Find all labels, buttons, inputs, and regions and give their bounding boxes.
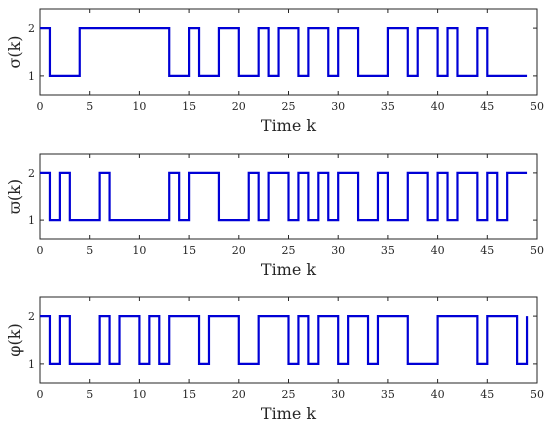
axes-box — [39, 8, 538, 96]
x-tick-label: 30 — [331, 244, 345, 257]
x-tick-label: 10 — [132, 244, 146, 257]
x-tick-label: 20 — [232, 100, 246, 113]
x-tick-label: 35 — [381, 388, 395, 401]
x-tick-label: 45 — [480, 388, 494, 401]
x-tick-label: 25 — [282, 388, 296, 401]
x-tick-label: 45 — [480, 244, 494, 257]
x-tick-label: 25 — [282, 244, 296, 257]
panel-varphi: 0 5 10 15 20 25 30 35 40 45 50 1 2 Time k φ(k) — [5, 296, 544, 423]
x-tick-label: 15 — [182, 388, 196, 401]
x-tick-label: 25 — [282, 100, 296, 113]
x-tick-label: 40 — [431, 100, 445, 113]
x-tick-label: 45 — [480, 100, 494, 113]
series-line — [40, 27, 528, 77]
panel-sigma: 0 5 10 15 20 25 30 35 40 45 50 1 2 Time k σ(k) — [5, 8, 544, 135]
y-tick-label: 2 — [28, 167, 35, 180]
y-tick-label: 1 — [28, 358, 35, 371]
y-tick-label: 2 — [28, 310, 35, 323]
x-tick-label: 0 — [37, 244, 44, 257]
x-tick-label: 35 — [381, 100, 395, 113]
y-tick-label: 1 — [28, 214, 35, 227]
x-tick-label: 50 — [530, 100, 544, 113]
y-axis-label: φ(k) — [5, 323, 24, 356]
y-tick-label: 1 — [28, 70, 35, 83]
x-tick-label: 15 — [182, 244, 196, 257]
x-tick-label: 10 — [132, 388, 146, 401]
x-axis-label: Time k — [261, 116, 317, 135]
y-axis-label: σ(k) — [5, 35, 24, 68]
x-tick-label: 30 — [331, 388, 345, 401]
x-tick-label: 0 — [37, 388, 44, 401]
x-tick-label: 40 — [431, 388, 445, 401]
x-tick-label: 10 — [132, 100, 146, 113]
x-tick-label: 40 — [431, 244, 445, 257]
x-tick-label: 5 — [86, 100, 93, 113]
series-line — [40, 315, 529, 365]
x-tick-label: 35 — [381, 244, 395, 257]
x-tick-label: 5 — [86, 388, 93, 401]
y-tick-label: 2 — [28, 22, 35, 35]
x-axis-label: Time k — [261, 260, 317, 279]
x-tick-label: 15 — [182, 100, 196, 113]
x-tick-label: 20 — [232, 388, 246, 401]
x-tick-label: 50 — [530, 244, 544, 257]
x-tick-label: 50 — [530, 388, 544, 401]
x-axis-label: Time k — [261, 404, 317, 423]
series-line — [40, 171, 528, 222]
x-tick-label: 5 — [86, 244, 93, 257]
y-axis-label: ϖ(k) — [5, 179, 24, 214]
panel-varpi: 0 5 10 15 20 25 30 35 40 45 50 1 2 Time k ϖ(k) — [5, 153, 544, 279]
x-tick-label: 30 — [331, 100, 345, 113]
x-tick-label: 0 — [37, 100, 44, 113]
x-tick-label: 20 — [232, 244, 246, 257]
